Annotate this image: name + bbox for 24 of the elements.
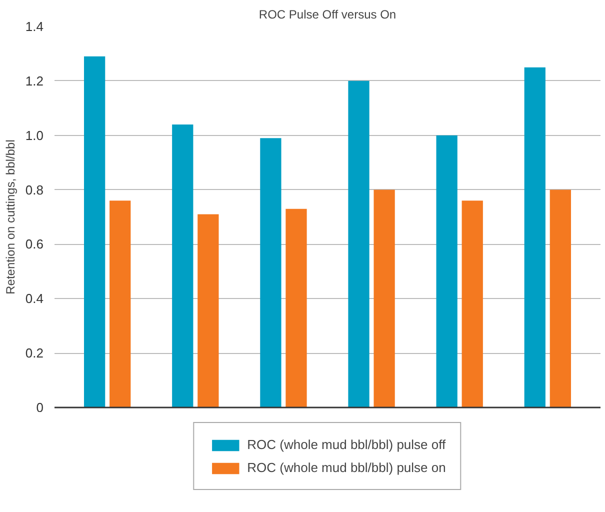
y-tick-label: 0 [36,400,44,415]
bar [84,56,106,408]
y-axis-title: Retention on cuttings, bbl/bbl [3,140,18,294]
bar [172,124,194,408]
bar [198,214,219,408]
bar [374,190,395,408]
chart-title: ROC Pulse Off versus On [258,8,396,22]
y-tick-label: 1.2 [25,73,44,88]
legend-label: ROC (whole mud bbl/bbl) pulse off [247,437,446,452]
legend-label: ROC (whole mud bbl/bbl) pulse on [247,460,446,475]
bar [110,200,131,408]
y-tick-label: 0.6 [25,236,44,252]
bar [436,135,458,408]
y-tick-label: 0.2 [25,346,44,361]
bar [462,200,483,408]
y-tick-label: 0.8 [25,182,44,198]
y-tick-label: 1.0 [25,128,44,143]
y-tick-label: 1.4 [25,19,44,34]
bar [348,80,370,408]
bar [260,138,282,408]
bar [286,208,307,408]
bar [550,190,571,408]
bar [524,67,546,408]
y-tick-label: 0.4 [25,291,44,306]
